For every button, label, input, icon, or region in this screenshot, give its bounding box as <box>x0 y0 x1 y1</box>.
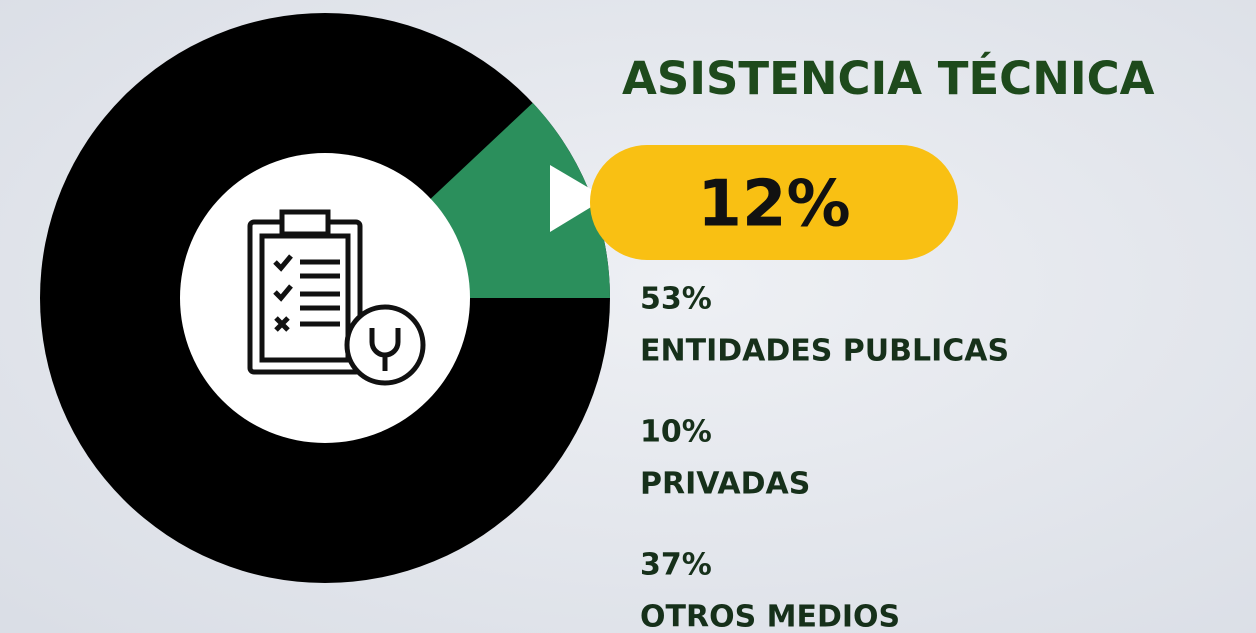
breakdown-name: OTROS MEDIOS <box>640 600 900 633</box>
breakdown-percent: 37% <box>640 548 712 583</box>
donut-hole <box>180 153 470 443</box>
breakdown-list: 53% ENTIDADES PUBLICAS 10% PRIVADAS 37% OTROS… <box>640 282 1009 633</box>
chart-title: ASISTENCIA TÉCNICA <box>622 52 1155 105</box>
value-label: 12% <box>697 168 850 242</box>
play-arrow <box>550 165 606 232</box>
breakdown-name: ENTIDADES PUBLICAS <box>640 334 1009 369</box>
breakdown-percent: 10% <box>640 415 712 450</box>
value-badge <box>590 145 958 260</box>
breakdown-percent: 53% <box>640 282 712 317</box>
clipboard-icon <box>247 209 426 386</box>
breakdown-name: PRIVADAS <box>640 467 810 502</box>
